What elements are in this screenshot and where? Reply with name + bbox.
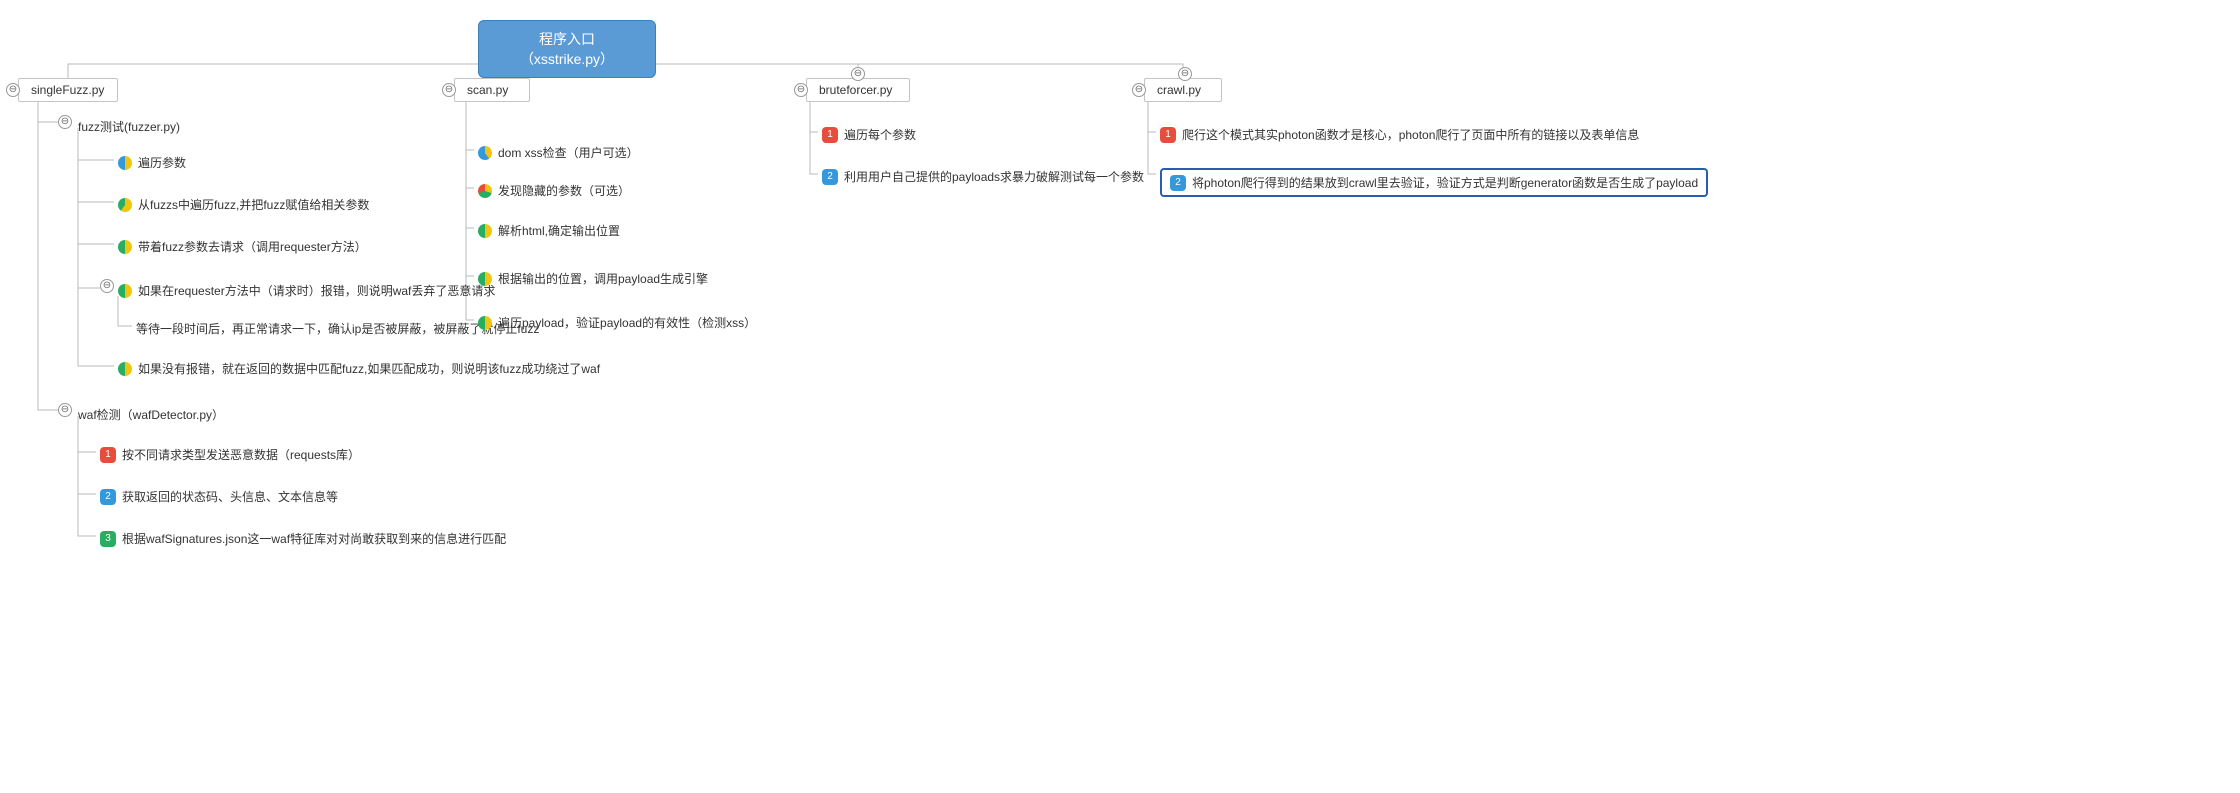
leaf-node[interactable]: 带着fuzz参数去请求（调用requester方法）: [118, 238, 367, 255]
collapse-toggle[interactable]: ⊖: [1132, 83, 1146, 97]
leaf-label: 获取返回的状态码、头信息、文本信息等: [122, 488, 338, 505]
connector-lines: [0, 0, 2240, 793]
leaf-node[interactable]: dom xss检查（用户可选）: [478, 144, 639, 161]
priority-badge: 2: [822, 169, 838, 185]
leaf-label: dom xss检查（用户可选）: [498, 144, 639, 161]
leaf-node[interactable]: waf检测（wafDetector.py）: [78, 406, 224, 423]
collapse-toggle[interactable]: ⊖: [100, 279, 114, 293]
leaf-label: waf检测（wafDetector.py）: [78, 406, 224, 423]
branch-scan[interactable]: scan.py: [454, 78, 530, 102]
progress-pie-icon: [118, 284, 132, 298]
leaf-label: 根据wafSignatures.json这一waf特征库对对尚敢获取到来的信息进…: [122, 530, 506, 547]
leaf-label: 爬行这个模式其实photon函数才是核心，photon爬行了页面中所有的链接以及…: [1182, 126, 1639, 143]
leaf-node[interactable]: 根据输出的位置，调用payload生成引擎: [478, 270, 708, 287]
leaf-node[interactable]: 遍历payload，验证payload的有效性（检测xss）: [478, 314, 756, 331]
priority-badge: 3: [100, 531, 116, 547]
leaf-node[interactable]: 1 按不同请求类型发送恶意数据（requests库）: [100, 446, 360, 463]
leaf-node[interactable]: 1 遍历每个参数: [822, 126, 916, 143]
progress-pie-icon: [478, 184, 492, 198]
collapse-toggle[interactable]: ⊖: [794, 83, 808, 97]
leaf-node[interactable]: 2 获取返回的状态码、头信息、文本信息等: [100, 488, 338, 505]
branch-bruteforcer[interactable]: bruteforcer.py: [806, 78, 910, 102]
priority-badge: 2: [1170, 175, 1186, 191]
root-label: 程序入口（xsstrike.py）: [520, 31, 614, 67]
leaf-label: 按不同请求类型发送恶意数据（requests库）: [122, 446, 360, 463]
progress-pie-icon: [118, 156, 132, 170]
priority-badge: 2: [100, 489, 116, 505]
leaf-node[interactable]: 1 爬行这个模式其实photon函数才是核心，photon爬行了页面中所有的链接以…: [1160, 126, 1639, 143]
progress-pie-icon: [118, 362, 132, 376]
leaf-node[interactable]: 3 根据wafSignatures.json这一waf特征库对对尚敢获取到来的信息…: [100, 530, 506, 547]
leaf-label: 发现隐藏的参数（可选）: [498, 182, 630, 199]
branch-singleFuzz[interactable]: singleFuzz.py: [18, 78, 118, 102]
leaf-node[interactable]: 解析html,确定输出位置: [478, 222, 620, 239]
progress-pie-icon: [118, 198, 132, 212]
leaf-label: 根据输出的位置，调用payload生成引擎: [498, 270, 708, 287]
priority-badge: 1: [1160, 127, 1176, 143]
leaf-label: 遍历每个参数: [844, 126, 916, 143]
leaf-node[interactable]: 遍历参数: [118, 154, 186, 171]
leaf-label: 如果没有报错，就在返回的数据中匹配fuzz,如果匹配成功，则说明该fuzz成功绕…: [138, 360, 600, 377]
leaf-node[interactable]: 2 利用用户自己提供的payloads求暴力破解测试每一个参数: [822, 168, 1144, 185]
leaf-label: 将photon爬行得到的结果放到crawl里去验证，验证方式是判断generat…: [1192, 174, 1698, 191]
leaf-node[interactable]: 2 将photon爬行得到的结果放到crawl里去验证，验证方式是判断genera…: [1160, 168, 1708, 197]
progress-pie-icon: [118, 240, 132, 254]
collapse-toggle[interactable]: ⊖: [6, 83, 20, 97]
leaf-label: 遍历payload，验证payload的有效性（检测xss）: [498, 314, 756, 331]
leaf-label: fuzz测试(fuzzer.py): [78, 118, 180, 135]
leaf-node[interactable]: 如果没有报错，就在返回的数据中匹配fuzz,如果匹配成功，则说明该fuzz成功绕…: [118, 360, 600, 377]
progress-pie-icon: [478, 146, 492, 160]
leaf-node[interactable]: 如果在requester方法中（请求时）报错，则说明waf丢弃了恶意请求: [118, 282, 495, 299]
priority-badge: 1: [100, 447, 116, 463]
progress-pie-icon: [478, 316, 492, 330]
leaf-label: 带着fuzz参数去请求（调用requester方法）: [138, 238, 367, 255]
root-node[interactable]: 程序入口（xsstrike.py）: [478, 20, 656, 78]
leaf-node[interactable]: fuzz测试(fuzzer.py): [78, 118, 180, 135]
leaf-label: 从fuzzs中遍历fuzz,并把fuzz赋值给相关参数: [138, 196, 369, 213]
leaf-label: 如果在requester方法中（请求时）报错，则说明waf丢弃了恶意请求: [138, 282, 495, 299]
collapse-toggle[interactable]: ⊖: [58, 403, 72, 417]
branch-crawl[interactable]: crawl.py: [1144, 78, 1222, 102]
progress-pie-icon: [478, 272, 492, 286]
collapse-toggle[interactable]: ⊖: [58, 115, 72, 129]
collapse-toggle[interactable]: ⊖: [851, 67, 865, 81]
leaf-label: 解析html,确定输出位置: [498, 222, 620, 239]
collapse-toggle[interactable]: ⊖: [1178, 67, 1192, 81]
collapse-toggle[interactable]: ⊖: [442, 83, 456, 97]
leaf-node[interactable]: 发现隐藏的参数（可选）: [478, 182, 630, 199]
leaf-label: 遍历参数: [138, 154, 186, 171]
progress-pie-icon: [478, 224, 492, 238]
leaf-label: 利用用户自己提供的payloads求暴力破解测试每一个参数: [844, 168, 1144, 185]
priority-badge: 1: [822, 127, 838, 143]
leaf-node[interactable]: 从fuzzs中遍历fuzz,并把fuzz赋值给相关参数: [118, 196, 369, 213]
